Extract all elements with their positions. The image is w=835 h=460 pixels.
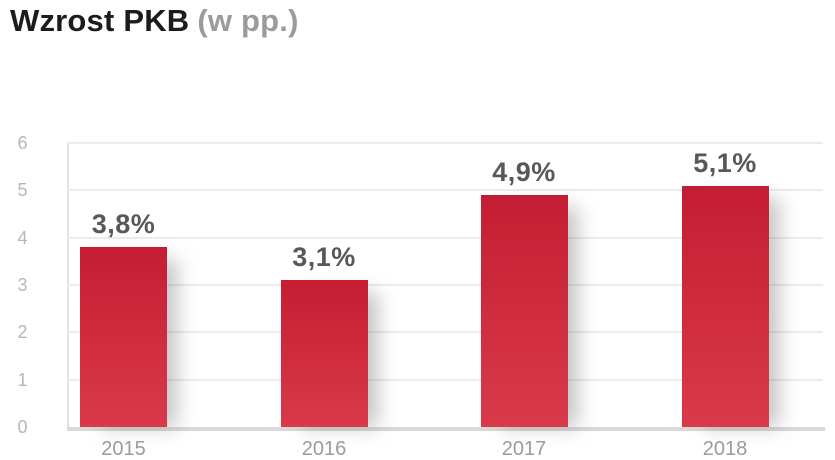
bar-value-label: 3,1% — [292, 242, 356, 273]
chart-title: Wzrost PKB (w pp.) — [10, 3, 299, 39]
bar-value-label: 4,9% — [492, 157, 556, 188]
x-tick-label: 2016 — [301, 438, 347, 460]
bar-2016[interactable] — [280, 280, 368, 427]
gridline — [67, 189, 823, 192]
bar-2017[interactable] — [480, 195, 568, 427]
y-tick-label: 5 — [17, 180, 28, 201]
y-tick-label: 1 — [17, 369, 28, 390]
x-tick-label: 2018 — [702, 438, 748, 460]
chart-title-suffix: (w pp.) — [197, 3, 299, 38]
x-axis-line — [67, 427, 825, 431]
y-tick-label: 0 — [17, 417, 28, 437]
gridline — [67, 284, 823, 286]
y-tick-label: 2 — [17, 322, 28, 343]
y-tick-label: 4 — [17, 227, 28, 248]
y-tick-label: 3 — [17, 275, 28, 295]
gridline — [67, 236, 823, 239]
chart-title-main: Wzrost PKB — [10, 3, 190, 38]
gridline — [67, 142, 823, 144]
x-tick-label: 2017 — [501, 438, 547, 460]
bar-chart-plot-area: 0 1 2 3 4 5 6 3,8% 2015 3,1% 2016 4,9% 2017 5,1% 2018 — [17, 133, 825, 460]
bar-2018[interactable] — [681, 185, 769, 427]
gridline — [67, 378, 823, 381]
gridline — [67, 331, 823, 334]
bar-value-label: 3,8% — [91, 209, 156, 240]
y-tick-label: 6 — [17, 133, 28, 153]
bar-value-label: 5,1% — [693, 147, 757, 178]
x-tick-label: 2015 — [101, 438, 146, 460]
bar-2015[interactable] — [80, 247, 167, 427]
